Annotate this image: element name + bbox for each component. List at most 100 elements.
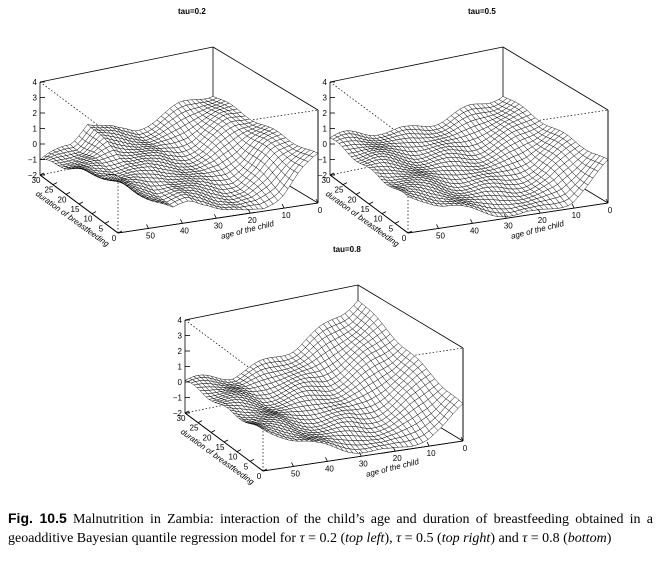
y-tick-label: 5 xyxy=(99,224,104,233)
caption-part: τ xyxy=(299,531,305,546)
y-tick-label: 25 xyxy=(190,424,199,433)
panel-title: tau=0.2 xyxy=(178,7,206,16)
y-tick-label: 15 xyxy=(71,205,80,214)
caption-part: top right xyxy=(441,531,491,546)
x-tick-mark xyxy=(460,436,464,442)
x-tick-mark xyxy=(358,452,362,457)
box-edge xyxy=(502,46,609,111)
y-tick-label: 25 xyxy=(335,186,344,195)
x-tick-mark xyxy=(571,203,575,209)
caption-part: bottom xyxy=(567,531,607,546)
z-tick-label: 2 xyxy=(33,109,38,118)
box-edge xyxy=(184,284,359,321)
x-tick-label: 20 xyxy=(538,216,547,225)
z-tick-label: 3 xyxy=(178,332,183,341)
x-tick-label: 10 xyxy=(282,211,291,220)
x-tick-label: 30 xyxy=(214,221,223,230)
z-tick-label: −1 xyxy=(318,156,328,165)
y-tick-mark xyxy=(78,201,84,205)
y-tick-mark xyxy=(236,449,242,453)
surface-cell xyxy=(259,427,269,433)
x-tick-label: 10 xyxy=(572,211,581,220)
x-tick-label: 0 xyxy=(318,206,323,215)
caption-part: top left xyxy=(345,531,385,546)
y-tick-mark xyxy=(104,220,110,224)
x-tick-label: 0 xyxy=(463,444,468,453)
x-tick-label: 50 xyxy=(146,231,155,240)
z-tick-label: 0 xyxy=(33,140,38,149)
z-tick-label: −1 xyxy=(28,156,38,165)
y-tick-label: 30 xyxy=(177,414,186,423)
y-tick-label: 5 xyxy=(244,462,249,471)
caption-part: = 0.5 ( xyxy=(401,531,442,546)
figure-caption: Fig. 10.5 Malnutrition in Zambia: intera… xyxy=(8,509,653,548)
y-tick-mark xyxy=(52,182,58,186)
caption-part: ) xyxy=(606,531,612,546)
y-tick-label: 25 xyxy=(45,186,54,195)
y-tick-label: 0 xyxy=(402,234,407,243)
box-edge-hidden xyxy=(407,109,609,141)
y-tick-mark xyxy=(394,220,400,224)
y-tick-mark xyxy=(39,172,45,176)
x-tick-mark xyxy=(392,446,396,452)
z-tick-label: 2 xyxy=(178,347,183,356)
caption-part: τ xyxy=(522,531,528,546)
y-tick-label: 20 xyxy=(348,195,357,204)
y-tick-label: 30 xyxy=(322,176,331,185)
z-tick-label: 4 xyxy=(178,316,183,325)
surface-mesh xyxy=(329,96,609,218)
y-tick-label: 20 xyxy=(203,433,212,442)
x-tick-label: 40 xyxy=(325,464,334,473)
y-tick-mark xyxy=(262,468,268,472)
x-tick-label: 50 xyxy=(291,469,300,478)
x-tick-mark xyxy=(503,214,507,219)
y-tick-mark xyxy=(329,172,335,176)
box-edge xyxy=(39,46,214,83)
box-edge xyxy=(357,284,464,349)
y-tick-label: 30 xyxy=(32,176,41,185)
z-tick-label: 4 xyxy=(33,78,38,87)
z-tick-label: 3 xyxy=(323,94,328,103)
z-tick-label: −2 xyxy=(28,171,38,180)
x-tick-mark xyxy=(180,219,183,224)
y-tick-mark xyxy=(407,230,413,234)
x-tick-label: 10 xyxy=(427,449,436,458)
y-tick-mark xyxy=(197,420,203,424)
caption-part: ) and xyxy=(490,531,523,546)
box-edge-hidden xyxy=(117,109,319,141)
y-tick-label: 10 xyxy=(229,453,238,462)
x-tick-mark xyxy=(537,208,541,214)
z-tick-label: 1 xyxy=(323,125,328,134)
y-tick-mark xyxy=(368,201,374,205)
y-tick-mark xyxy=(210,429,216,433)
surface-cell xyxy=(114,174,124,182)
caption-part: τ xyxy=(396,531,402,546)
y-tick-label: 10 xyxy=(84,215,93,224)
x-tick-mark xyxy=(436,224,439,229)
panel-title: tau=0.5 xyxy=(468,7,496,16)
x-tick-label: 40 xyxy=(470,226,479,235)
x-tick-mark xyxy=(247,208,251,214)
x-tick-mark xyxy=(315,198,319,204)
x-tick-mark xyxy=(213,214,217,219)
x-tick-mark xyxy=(281,203,285,209)
x-tick-label: 50 xyxy=(436,231,445,240)
y-tick-mark xyxy=(355,191,361,195)
y-tick-mark xyxy=(65,191,71,195)
box-edge xyxy=(212,46,319,111)
y-tick-label: 0 xyxy=(257,472,262,481)
caption-part: = 0.8 ( xyxy=(527,531,568,546)
surface-mesh xyxy=(39,96,319,211)
x-tick-mark xyxy=(426,441,430,447)
z-tick-label: 2 xyxy=(323,109,328,118)
z-tick-label: 1 xyxy=(178,363,183,372)
box-edge xyxy=(262,440,464,472)
x-tick-mark xyxy=(470,219,473,224)
panel-title: tau=0.8 xyxy=(333,245,361,254)
x-tick-label: 30 xyxy=(359,459,368,468)
box-edge-hidden xyxy=(262,347,464,379)
